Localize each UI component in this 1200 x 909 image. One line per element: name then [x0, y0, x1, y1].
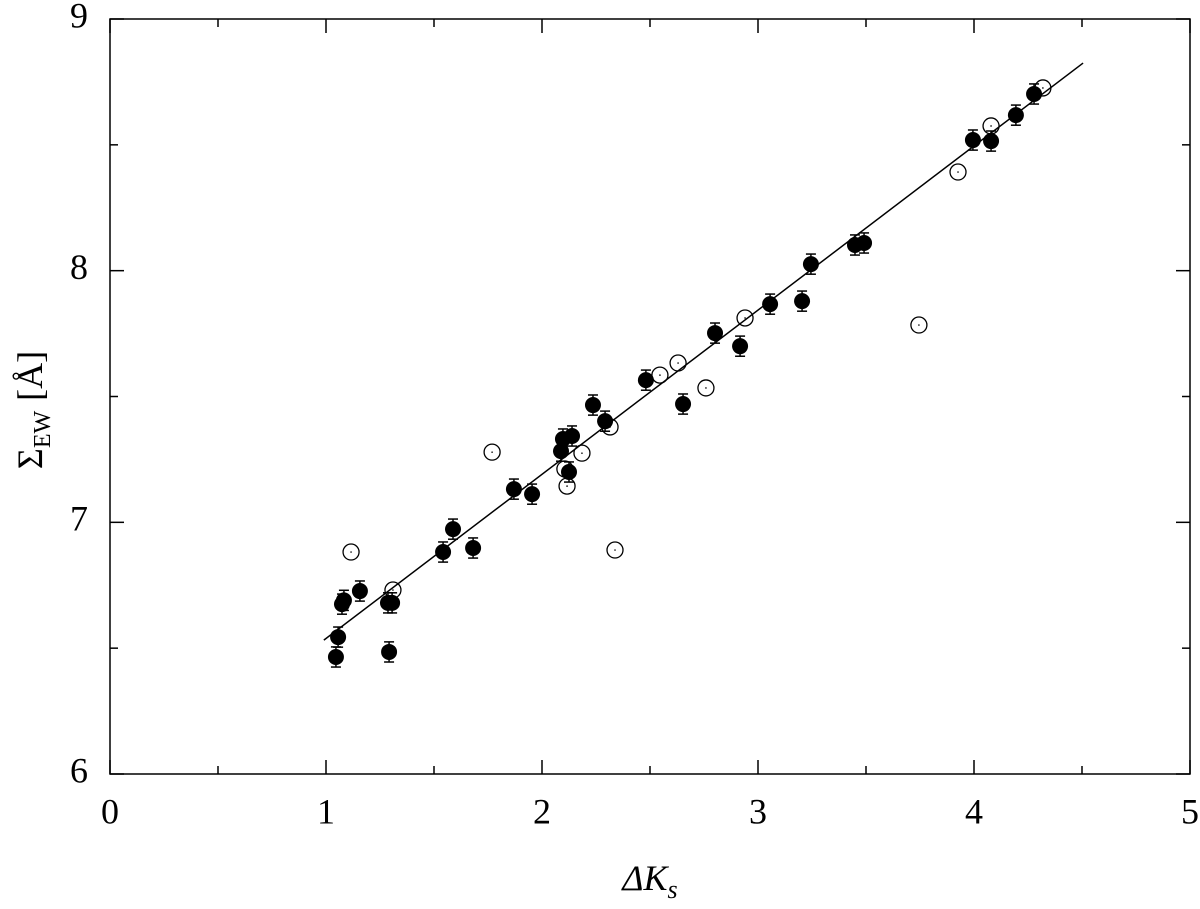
open-point-dot [350, 551, 352, 553]
filled-point [856, 234, 873, 251]
filled-point [983, 133, 1000, 150]
open-point [558, 477, 576, 495]
filled-point [637, 372, 654, 389]
open-point [556, 460, 574, 478]
open-point-dot [609, 426, 611, 428]
open-point-dot [566, 485, 568, 487]
open-point [949, 163, 967, 181]
filled-point [707, 325, 724, 342]
open-point-dot [659, 374, 661, 376]
open-point-dot [614, 549, 616, 551]
open-point [483, 443, 501, 461]
filled-point [553, 443, 570, 460]
open-point [697, 379, 715, 397]
x-tick-label: 3 [749, 791, 767, 831]
y-tick-label: 6 [70, 750, 88, 790]
open-point [384, 581, 402, 599]
open-point [601, 418, 619, 436]
open-point-dot [918, 324, 920, 326]
filled-point [351, 583, 368, 600]
open-point [736, 309, 754, 327]
x-tick-label: 1 [317, 791, 335, 831]
y-tick-label: 7 [70, 499, 88, 539]
filled-point [465, 540, 482, 557]
open-point-dot [1042, 87, 1044, 89]
x-tick-label: 2 [533, 791, 551, 831]
open-point-dot [705, 387, 707, 389]
x-axis-label-sub: s [668, 875, 678, 904]
filled-point [445, 521, 462, 538]
fit-line [323, 62, 1084, 641]
filled-point [762, 296, 779, 313]
open-point-dot [744, 317, 746, 319]
filled-point [675, 396, 692, 413]
filled-point [561, 464, 577, 480]
y-axis-label: ΣEW [Å] [10, 351, 55, 469]
open-point-dot [957, 171, 959, 173]
plot-frame [109, 18, 1191, 775]
filled-point [330, 629, 347, 646]
open-point-dot [491, 451, 493, 453]
open-point-dot [677, 362, 679, 364]
x-axis-label-main: ΔK [620, 858, 669, 898]
x-tick-label: 4 [965, 791, 983, 831]
filled-point [964, 132, 981, 149]
open-point [651, 366, 669, 384]
open-point [910, 316, 928, 334]
open-point-dot [392, 589, 394, 591]
y-axis-label-sub: EW [30, 411, 56, 449]
filled-point [384, 594, 401, 611]
open-point [606, 541, 624, 559]
x-tick-label: 5 [1181, 791, 1199, 831]
x-tick-label: 0 [101, 791, 119, 831]
filled-point [327, 648, 344, 665]
open-point-dot [581, 452, 583, 454]
filled-point [381, 643, 398, 660]
open-point-dot [990, 125, 992, 127]
filled-point [732, 338, 749, 355]
open-point [342, 543, 360, 561]
filled-point [524, 486, 541, 503]
filled-point [335, 592, 352, 609]
filled-point [802, 256, 819, 273]
y-tick-label: 9 [70, 0, 88, 35]
filled-point [584, 397, 601, 414]
x-axis-label: ΔKs [620, 858, 677, 904]
open-point-dot [564, 468, 566, 470]
filled-point [435, 544, 452, 561]
filled-point [564, 428, 581, 445]
y-tick-label: 8 [70, 247, 88, 287]
filled-point [794, 293, 811, 310]
y-axis-label-unit: [Å] [10, 351, 50, 401]
y-axis-label-main: Σ [10, 448, 50, 469]
open-point [573, 444, 591, 462]
